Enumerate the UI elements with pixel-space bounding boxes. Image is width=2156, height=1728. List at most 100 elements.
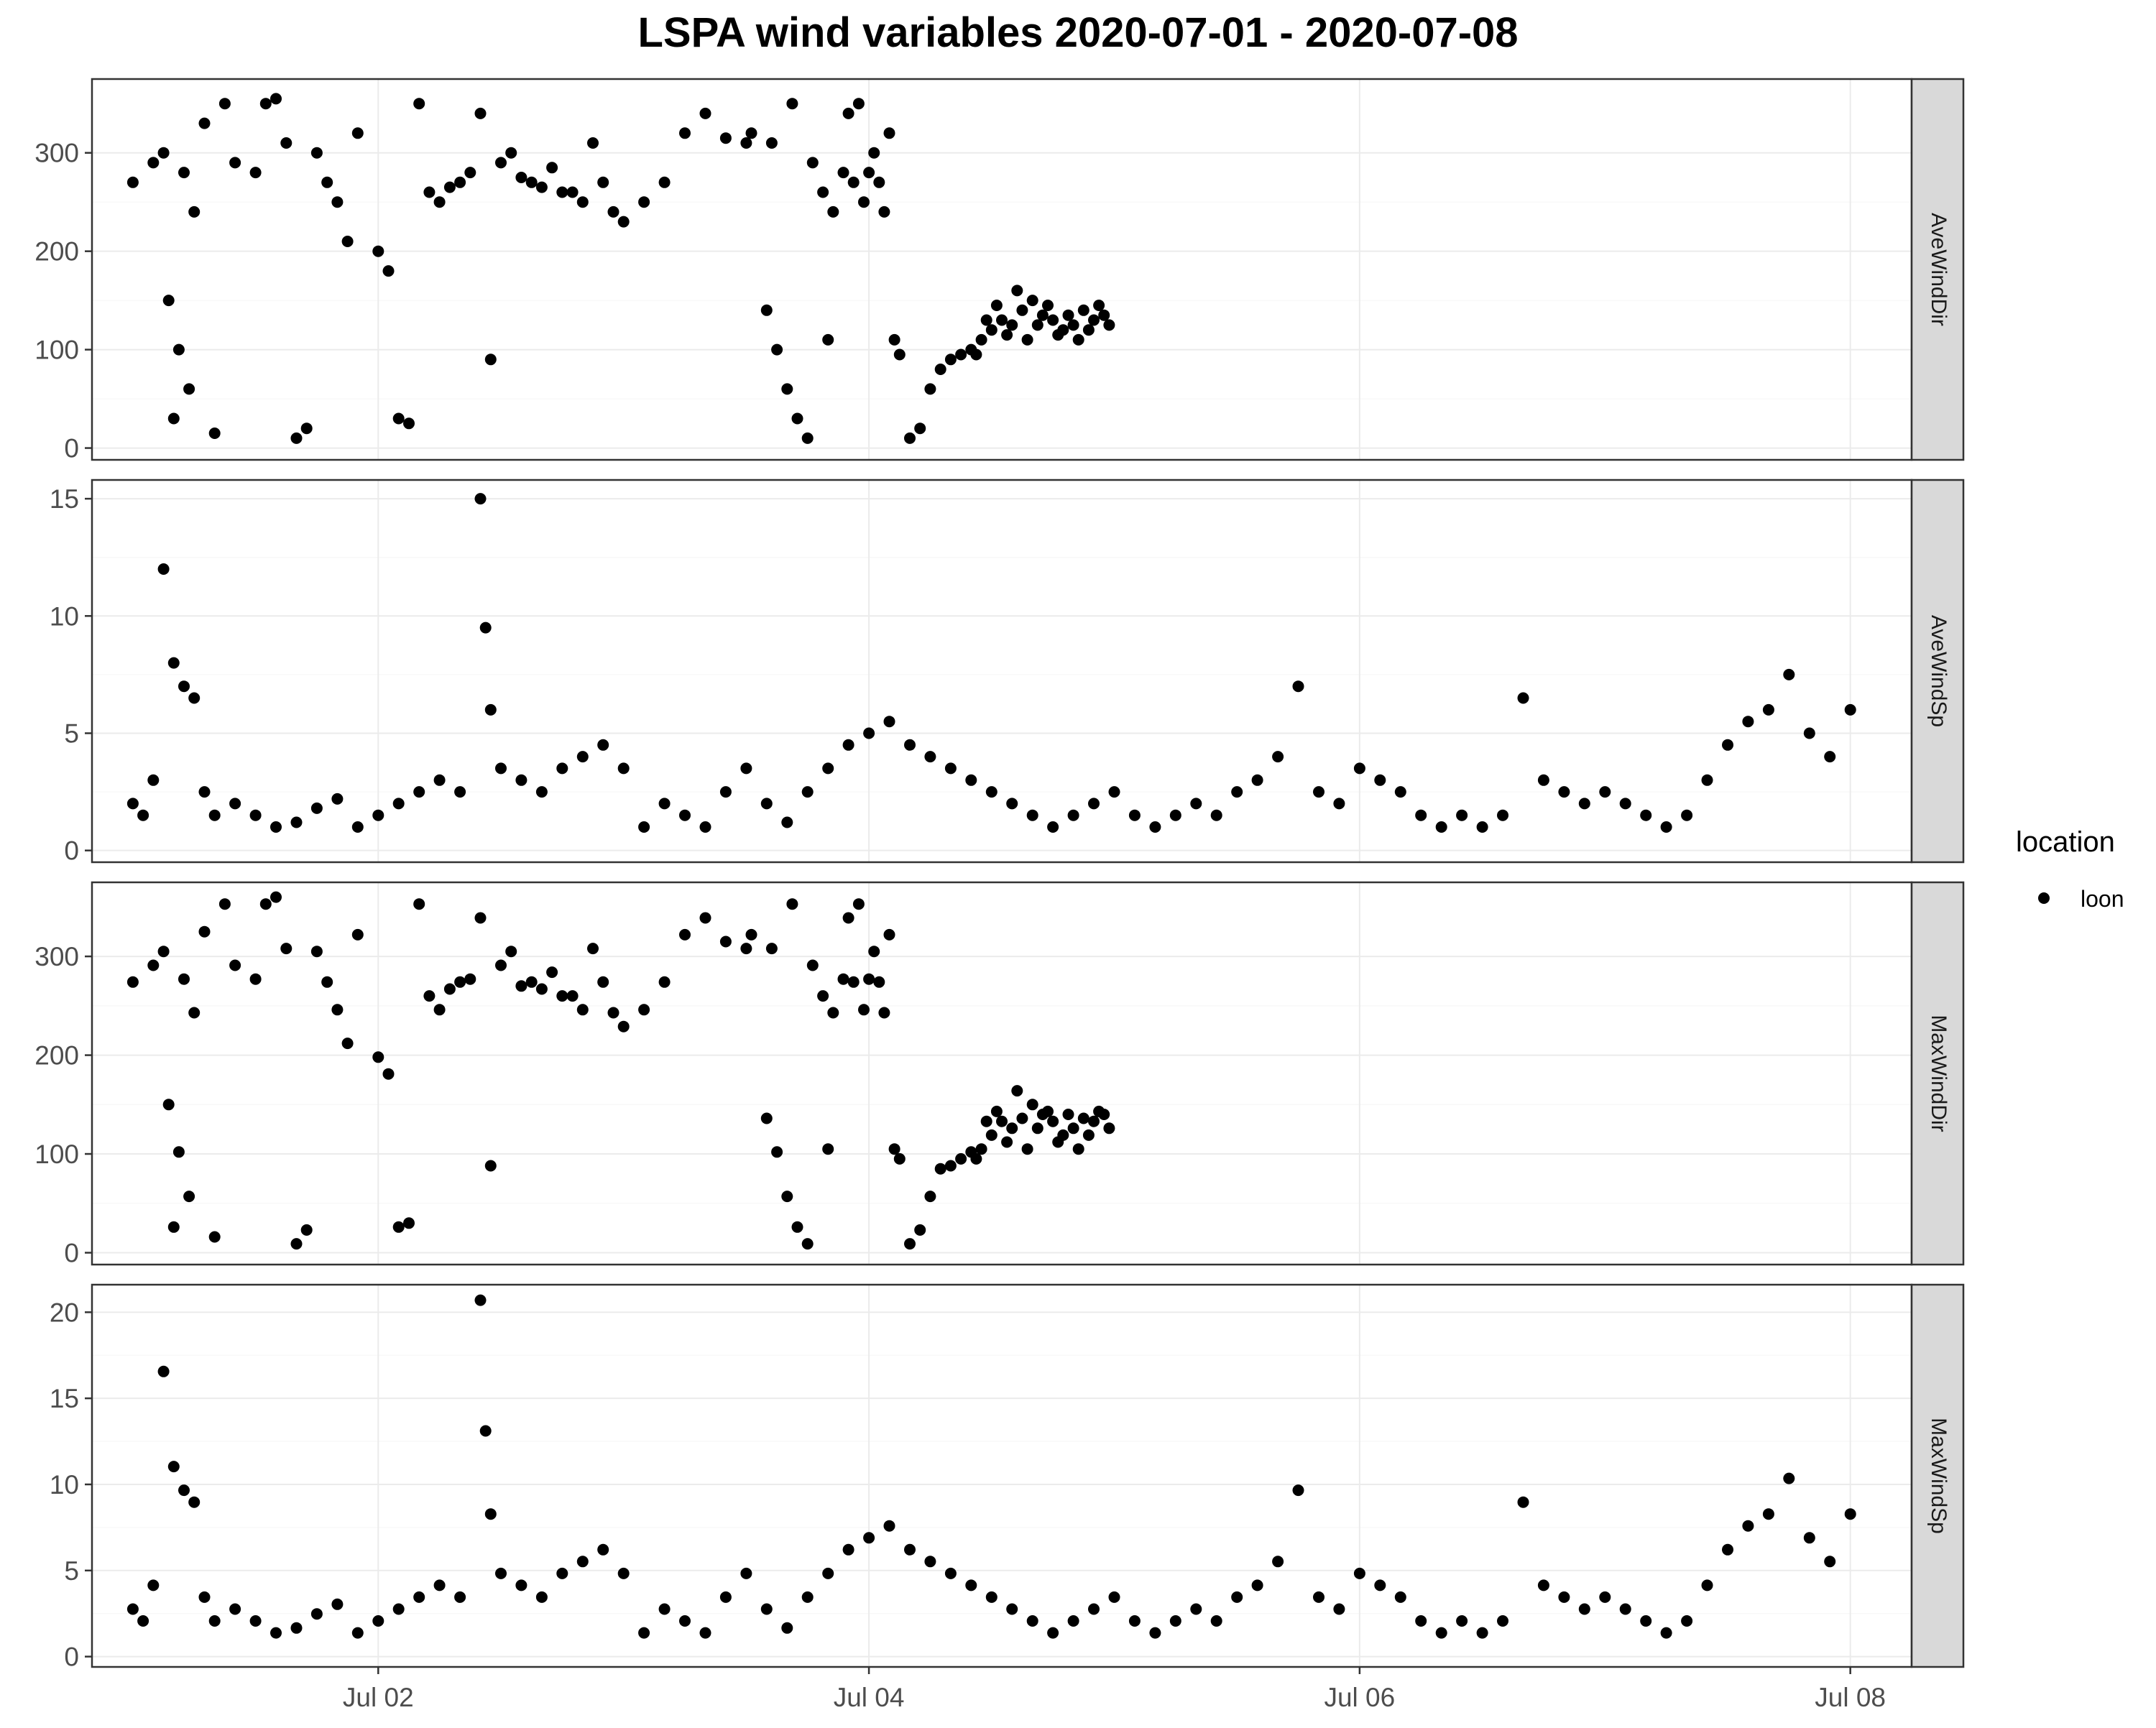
data-point	[484, 703, 497, 716]
data-point	[740, 762, 752, 775]
data-point	[1108, 786, 1120, 798]
data-point	[699, 821, 711, 833]
data-point	[188, 692, 201, 704]
data-point	[423, 990, 436, 1002]
data-point	[162, 1099, 175, 1111]
data-point	[474, 1294, 487, 1306]
data-point	[1047, 821, 1059, 833]
data-point	[1062, 309, 1074, 321]
data-point	[576, 1004, 589, 1016]
data-point	[423, 186, 436, 198]
data-point	[904, 432, 916, 444]
data-point	[495, 762, 507, 775]
data-point	[1067, 319, 1079, 331]
data-point	[1333, 1603, 1345, 1615]
data-point	[658, 176, 671, 188]
data-point	[760, 1603, 773, 1615]
panel-background	[92, 1285, 1912, 1667]
data-point	[883, 127, 895, 139]
data-point	[1619, 1603, 1631, 1615]
data-point	[638, 1627, 650, 1639]
data-point	[1072, 1143, 1084, 1155]
data-point	[990, 1105, 1003, 1117]
data-point	[934, 364, 946, 375]
data-point	[1001, 329, 1013, 341]
data-point	[1742, 1520, 1754, 1532]
data-point	[484, 354, 497, 366]
data-point	[1088, 798, 1100, 810]
facet-strip	[1910, 479, 1965, 864]
data-point	[576, 196, 589, 208]
data-point	[1149, 821, 1161, 833]
y-tick-label: 0	[64, 434, 79, 463]
y-tick-label: 200	[34, 1041, 79, 1071]
data-point	[1026, 295, 1038, 307]
data-point	[474, 493, 487, 505]
data-point	[321, 176, 333, 188]
data-point	[515, 172, 528, 183]
data-point	[658, 976, 671, 988]
data-point	[1415, 1615, 1427, 1627]
data-point	[1722, 739, 1733, 751]
data-point	[587, 943, 599, 955]
data-point	[607, 205, 619, 218]
data-point	[351, 1627, 364, 1639]
data-point	[413, 898, 425, 910]
data-point	[1558, 786, 1570, 798]
data-point	[172, 1146, 185, 1158]
data-point	[1537, 774, 1549, 786]
data-point	[249, 809, 262, 821]
data-point	[454, 1591, 466, 1603]
data-point	[546, 966, 558, 979]
data-point	[566, 990, 579, 1002]
data-point	[188, 1007, 201, 1019]
data-point	[1762, 703, 1774, 716]
data-point	[515, 774, 528, 786]
data-point	[1517, 692, 1529, 704]
data-point	[760, 798, 773, 810]
data-point	[863, 167, 875, 179]
data-point	[904, 1238, 916, 1250]
data-point	[955, 1152, 967, 1165]
data-point	[904, 739, 916, 751]
data-point	[1619, 798, 1631, 810]
data-point	[1272, 1556, 1284, 1568]
data-point	[1578, 1603, 1590, 1615]
data-point	[1011, 1085, 1023, 1097]
facet-strip	[1910, 1283, 1965, 1668]
data-point	[765, 943, 778, 955]
data-point	[1803, 727, 1815, 739]
data-point	[198, 925, 211, 938]
data-point	[1093, 300, 1105, 311]
data-point	[1016, 304, 1028, 316]
data-point	[1062, 1109, 1074, 1120]
data-point	[229, 798, 241, 810]
data-point	[980, 314, 992, 326]
data-point	[280, 943, 292, 955]
y-tick-label: 300	[34, 942, 79, 971]
data-point	[719, 1591, 732, 1603]
data-point	[617, 1567, 630, 1579]
y-tick-label: 300	[34, 139, 79, 168]
data-point	[996, 314, 1008, 326]
data-point	[229, 157, 241, 169]
data-point	[188, 205, 201, 218]
data-point	[893, 1152, 906, 1165]
data-point	[1435, 1627, 1447, 1639]
data-point	[556, 1567, 568, 1579]
data-point	[535, 983, 548, 995]
data-point	[765, 137, 778, 149]
data-point	[965, 774, 977, 786]
data-point	[924, 1191, 936, 1203]
data-point	[433, 1579, 446, 1591]
data-point	[147, 1579, 160, 1591]
data-point	[878, 1007, 890, 1019]
data-point	[863, 973, 875, 985]
data-point	[576, 1556, 589, 1568]
data-point	[188, 1496, 201, 1508]
data-point	[372, 245, 384, 257]
data-point	[791, 412, 803, 425]
data-point	[259, 898, 272, 910]
data-point	[270, 821, 282, 833]
data-point	[1031, 1122, 1044, 1135]
